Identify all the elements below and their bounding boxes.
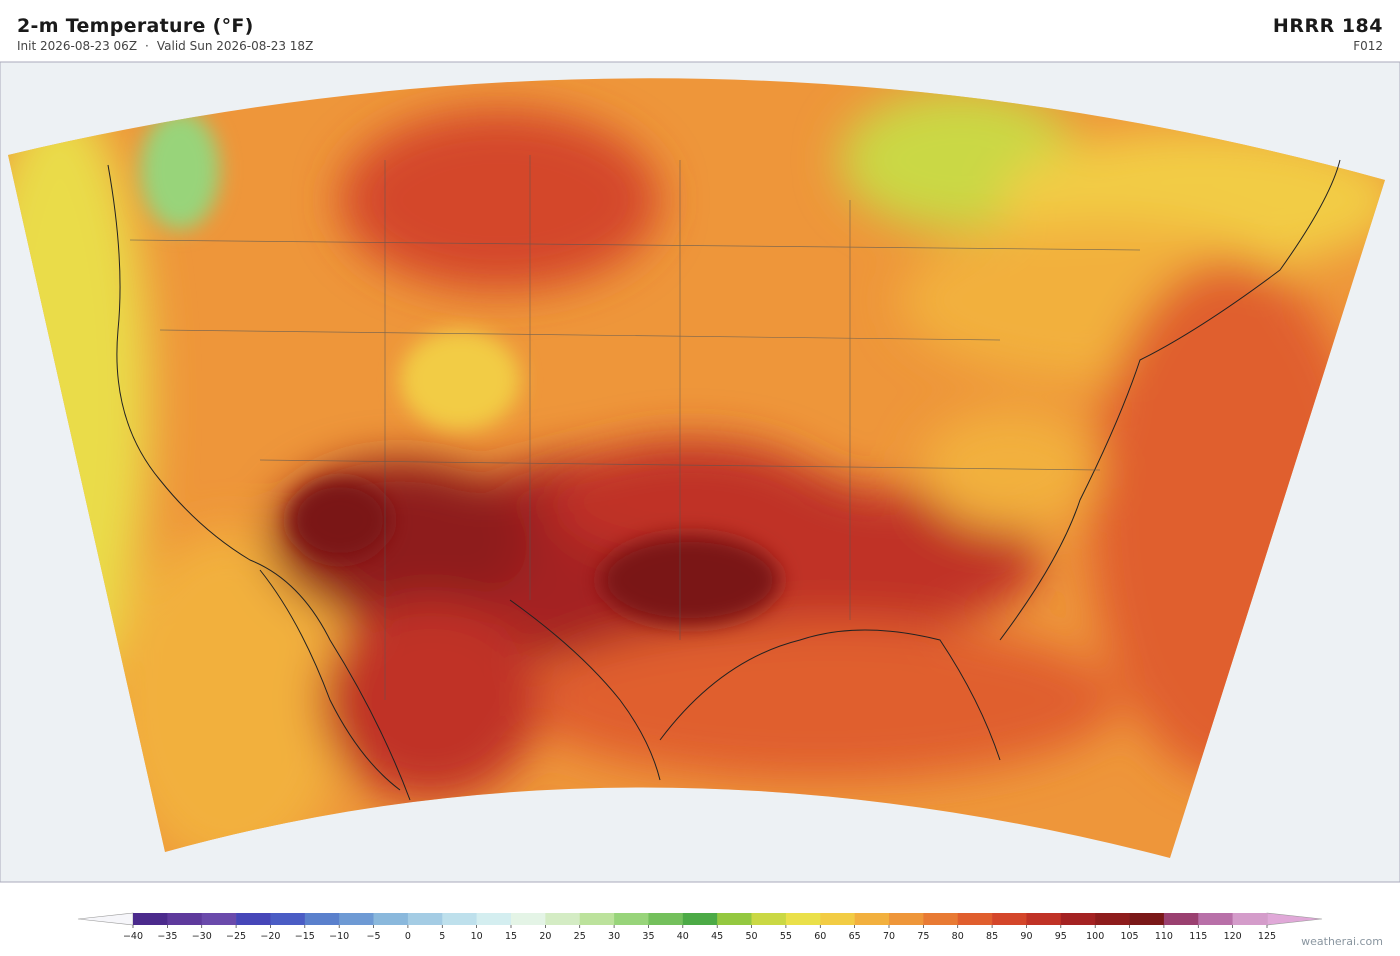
colorbar-tick-label: 55: [780, 931, 792, 942]
init-time: Init 2026-08-23 06Z: [17, 39, 138, 53]
colorbar-bin: [1026, 913, 1062, 925]
colorbar-bin: [1060, 913, 1096, 925]
colorbar-bin: [957, 913, 993, 925]
colorbar-under: [77, 912, 134, 926]
colorbar-tick-label: 95: [1055, 931, 1067, 942]
coastlines: [107, 159, 1341, 801]
state-borders: [129, 155, 1141, 700]
temperature-field: [8, 78, 1385, 858]
colorbar-tick-label: −30: [192, 931, 212, 942]
colorbar-bin: [304, 913, 340, 925]
colorbar-tick-label: 90: [1020, 931, 1032, 942]
colorbar-bin: [236, 913, 271, 925]
colorbar-bin: [682, 913, 718, 925]
colorbar-bin: [1232, 913, 1268, 925]
colorbar-bin: [476, 913, 512, 925]
forecast-hour: F012: [1353, 39, 1383, 53]
colorbar-bin: [923, 913, 959, 925]
colorbar-bin: [167, 913, 203, 925]
colorbar-tick-label: 120: [1224, 931, 1242, 942]
colorbar-tick-label: 115: [1189, 931, 1207, 942]
header: 2-m Temperature (°F) Init 2026-08-23 06Z…: [0, 0, 1400, 62]
colorbar-bin: [614, 913, 649, 925]
colorbar-tick-label: 75: [917, 931, 929, 942]
colorbar-tick-label: 80: [952, 931, 964, 942]
colorbar-bin: [717, 913, 752, 925]
colorbar-tick-label: 100: [1086, 931, 1104, 942]
colorbar-bin: [1163, 913, 1199, 925]
model-name: HRRR 184: [1272, 15, 1383, 37]
colorbar-tick-label: −35: [157, 931, 177, 942]
colorbar-tick-label: 25: [574, 931, 586, 942]
colorbar-bin: [407, 913, 443, 925]
colorbar-tick-label: 0: [405, 931, 411, 942]
colorbar-tick-label: 40: [677, 931, 689, 942]
colorbar-bin: [339, 913, 374, 925]
separator: ·: [145, 39, 149, 53]
colorbar-tick-label: 5: [439, 931, 445, 942]
colorbar-tick-label: −40: [123, 931, 143, 942]
colorbar-tick-label: 65: [849, 931, 861, 942]
colorbar-tick-label: 10: [471, 931, 483, 942]
valid-time: Valid Sun 2026-08-23 18Z: [156, 39, 314, 53]
colorbar-tick-label: 70: [883, 931, 895, 942]
colorbar-bin: [785, 913, 821, 925]
colorbar-tick-label: 125: [1258, 931, 1276, 942]
colorbar-bin: [511, 913, 546, 925]
colorbar-tick-label: 110: [1155, 931, 1173, 942]
colorbar-tick-label: 45: [711, 931, 723, 942]
colorbar-bin: [201, 913, 237, 925]
colorbar-tick-label: 105: [1120, 931, 1138, 942]
colorbar-tick-label: 85: [986, 931, 998, 942]
colorbar-tick-label: −10: [329, 931, 349, 942]
colorbar-bin: [579, 913, 615, 925]
colorbar-tick-label: −5: [367, 931, 381, 942]
colorbar-tick-label: 60: [814, 931, 826, 942]
title: 2-m Temperature (°F): [17, 15, 254, 37]
colorbar-bin: [648, 913, 684, 925]
colorbar-bin: [373, 913, 409, 925]
colorbar-bin: [751, 913, 787, 925]
colorbar-over: [1266, 912, 1323, 926]
colorbar-bin: [545, 913, 581, 925]
colorbar-bin: [854, 913, 890, 925]
colorbar-bin: [1129, 913, 1165, 925]
colorbar-tick-label: 30: [608, 931, 620, 942]
credit: weatherai.com: [1301, 935, 1383, 948]
colorbar-tick-label: −25: [226, 931, 246, 942]
colorbar-bin: [992, 913, 1027, 925]
colorbar-tick-label: 20: [539, 931, 551, 942]
colorbar-bin: [442, 913, 477, 925]
colorbar-bin: [820, 913, 855, 925]
colorbar-bin: [1198, 913, 1233, 925]
colorbar-bin: [889, 913, 924, 925]
colorbar-bin: [270, 913, 306, 925]
colorbar-tick-label: 50: [745, 931, 757, 942]
colorbar-bin: [1095, 913, 1130, 925]
colorbar-bin: [133, 913, 168, 925]
colorbar-tick-label: −15: [295, 931, 315, 942]
subtitle: Init 2026-08-23 06Z · Valid Sun 2026-08-23…: [17, 39, 321, 53]
colorbar-tick-label: 35: [642, 931, 654, 942]
colorbar-tick-label: 15: [505, 931, 517, 942]
colorbar-tick-label: −20: [260, 931, 280, 942]
